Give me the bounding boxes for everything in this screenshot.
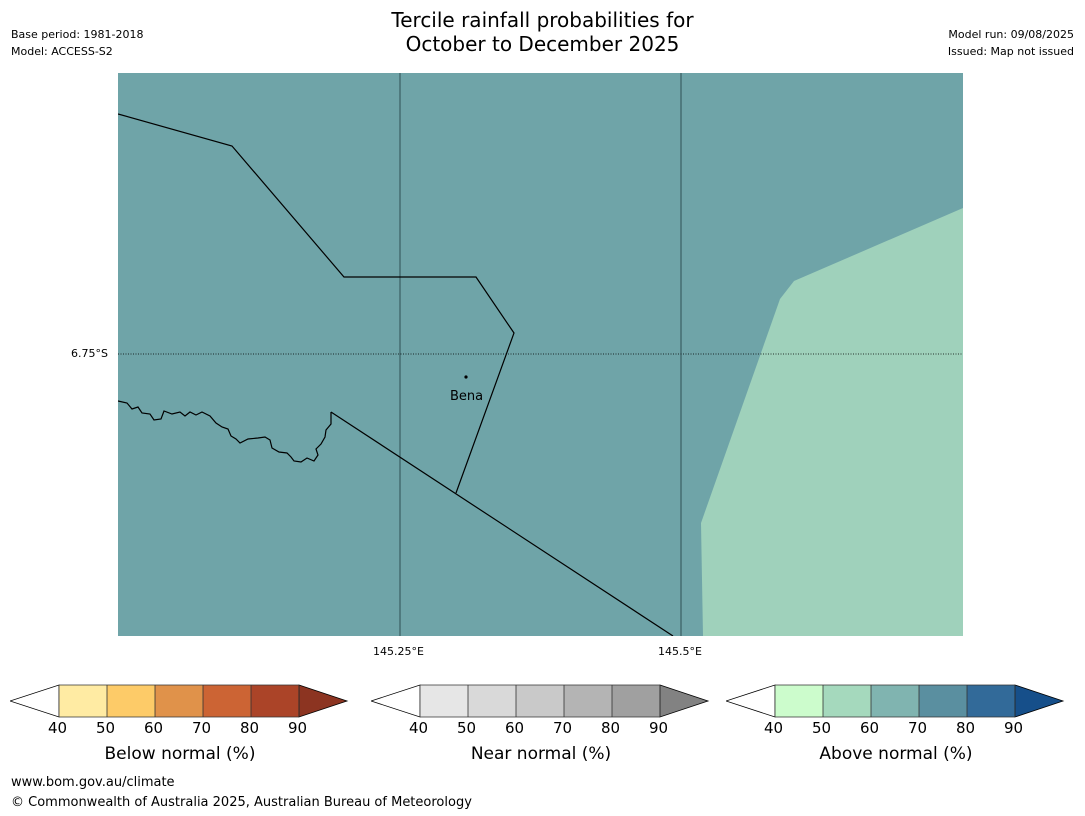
colorbar-above-normal: 40 50 60 70 80 90 Above normal (%) xyxy=(724,684,1066,764)
colorbar-below-normal: 40 50 60 70 80 90 Below normal (%) xyxy=(8,684,350,764)
tick-70: 70 xyxy=(553,719,573,737)
map-title: Tercile rainfall probabilities for Octob… xyxy=(0,8,1085,56)
province-border-south xyxy=(330,411,674,636)
title-line-1: Tercile rainfall probabilities for xyxy=(391,8,694,32)
model-name: Model: ACCESS-S2 xyxy=(11,45,113,58)
base-period: Base period: 1981-2018 xyxy=(11,28,144,41)
colorbar-title: Near normal (%) xyxy=(470,744,612,764)
lon-label-145-5: 145.5°E xyxy=(658,645,702,658)
colorbar-near-graphic xyxy=(369,684,710,718)
issued-status: Issued: Map not issued xyxy=(947,45,1074,58)
lon-label-145-25: 145.25°E xyxy=(373,645,424,658)
lat-label: 6.75°S xyxy=(71,347,108,360)
tick-90: 90 xyxy=(649,719,669,737)
colorbar-above-graphic xyxy=(724,684,1065,718)
tick-90: 90 xyxy=(1004,719,1024,737)
tick-80: 80 xyxy=(956,719,976,737)
tick-40: 40 xyxy=(409,719,429,737)
colorbar-title: Below normal (%) xyxy=(104,744,256,764)
tick-40: 40 xyxy=(48,719,68,737)
coastline xyxy=(118,400,332,463)
tick-80: 80 xyxy=(240,719,260,737)
forecast-map[interactable]: Bena xyxy=(118,73,963,636)
tick-90: 90 xyxy=(288,719,308,737)
tick-50: 50 xyxy=(96,719,116,737)
title-line-2: October to December 2025 xyxy=(405,32,680,56)
tick-60: 60 xyxy=(860,719,880,737)
meta-right: Model run: 09/08/2025 Issued: Map not is… xyxy=(948,26,1074,60)
meta-left: Base period: 1981-2018 Model: ACCESS-S2 xyxy=(11,26,143,60)
bena-marker xyxy=(464,375,468,379)
tick-70: 70 xyxy=(192,719,212,737)
colorbar-near-normal: 40 50 60 70 80 90 Near normal (%) xyxy=(369,684,711,764)
bena-label: Bena xyxy=(450,389,483,404)
tick-60: 60 xyxy=(505,719,525,737)
tick-40: 40 xyxy=(764,719,784,737)
model-run: Model run: 09/08/2025 xyxy=(948,28,1074,41)
footer-url[interactable]: www.bom.gov.au/climate xyxy=(11,775,175,790)
tick-60: 60 xyxy=(144,719,164,737)
colorbar-title: Above normal (%) xyxy=(819,744,973,764)
above-normal-region xyxy=(701,208,963,636)
province-border xyxy=(118,113,515,494)
footer-copyright: © Commonwealth of Australia 2025, Austra… xyxy=(11,795,472,810)
colorbar-below-graphic xyxy=(8,684,349,718)
tick-80: 80 xyxy=(601,719,621,737)
tick-50: 50 xyxy=(457,719,477,737)
tick-50: 50 xyxy=(812,719,832,737)
tick-70: 70 xyxy=(908,719,928,737)
